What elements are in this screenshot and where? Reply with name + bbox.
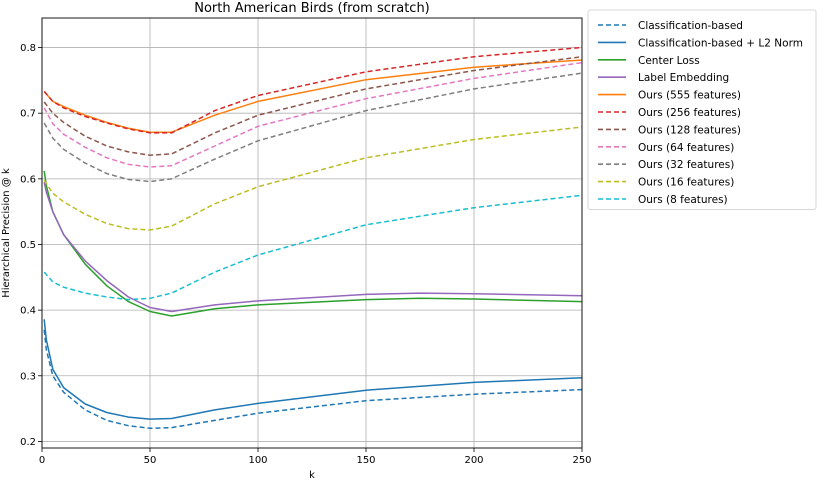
x-tick-label: 100 — [248, 455, 267, 466]
chart-title: North American Birds (from scratch) — [194, 1, 430, 16]
grid-lines — [41, 18, 583, 448]
y-tick-label: 0.4 — [20, 306, 36, 317]
legend-label: Classification-based + L2 Norm — [638, 37, 803, 49]
legend: Classification-based Classification-based… — [587, 9, 817, 210]
x-tick-label: 250 — [572, 455, 591, 466]
series-line — [43, 319, 583, 420]
legend-label: Ours (128 features) — [638, 124, 741, 136]
y-tick-label: 0.8 — [20, 43, 36, 54]
legend-items: Classification-based Classification-based… — [598, 20, 803, 206]
x-tick-label: 150 — [356, 455, 375, 466]
legend-box — [587, 9, 817, 210]
legend-label: Label Embedding — [638, 72, 729, 84]
series-line — [43, 46, 583, 134]
y-tick-label: 0.3 — [20, 371, 36, 382]
legend-label: Ours (64 features) — [638, 142, 734, 154]
series-line — [43, 72, 583, 183]
axis-ticks: 0 50 100 150 200 250 0.2 0.3 0.4 0.5 0.6 0.7 0.8 — [20, 43, 591, 466]
legend-label: Center Loss — [638, 55, 700, 67]
y-tick-label: 0.2 — [20, 437, 36, 448]
y-tick-label: 0.6 — [20, 174, 36, 185]
x-axis-label: k — [309, 470, 315, 481]
y-axis-label: Hierarchical Precision @ k — [1, 168, 12, 298]
series-line — [43, 181, 583, 313]
series-lines — [43, 46, 583, 430]
plot-frame — [41, 17, 583, 449]
y-tick-label: 0.7 — [20, 109, 36, 120]
legend-label: Ours (256 features) — [638, 107, 741, 119]
x-tick-label: 200 — [464, 455, 483, 466]
legend-label: Ours (32 features) — [638, 159, 734, 171]
series-line — [43, 329, 583, 430]
y-tick-label: 0.5 — [20, 240, 36, 251]
x-tick-label: 50 — [144, 455, 157, 466]
legend-label: Classification-based — [638, 20, 743, 32]
series-line — [43, 126, 583, 231]
legend-label: Ours (8 features) — [638, 194, 728, 206]
series-line — [43, 59, 583, 133]
legend-label: Ours (555 features) — [638, 90, 741, 102]
legend-label: Ours (16 features) — [638, 177, 734, 189]
series-line — [43, 61, 583, 168]
series-line — [43, 194, 583, 301]
x-tick-label: 0 — [39, 455, 45, 466]
series-line — [43, 55, 583, 156]
